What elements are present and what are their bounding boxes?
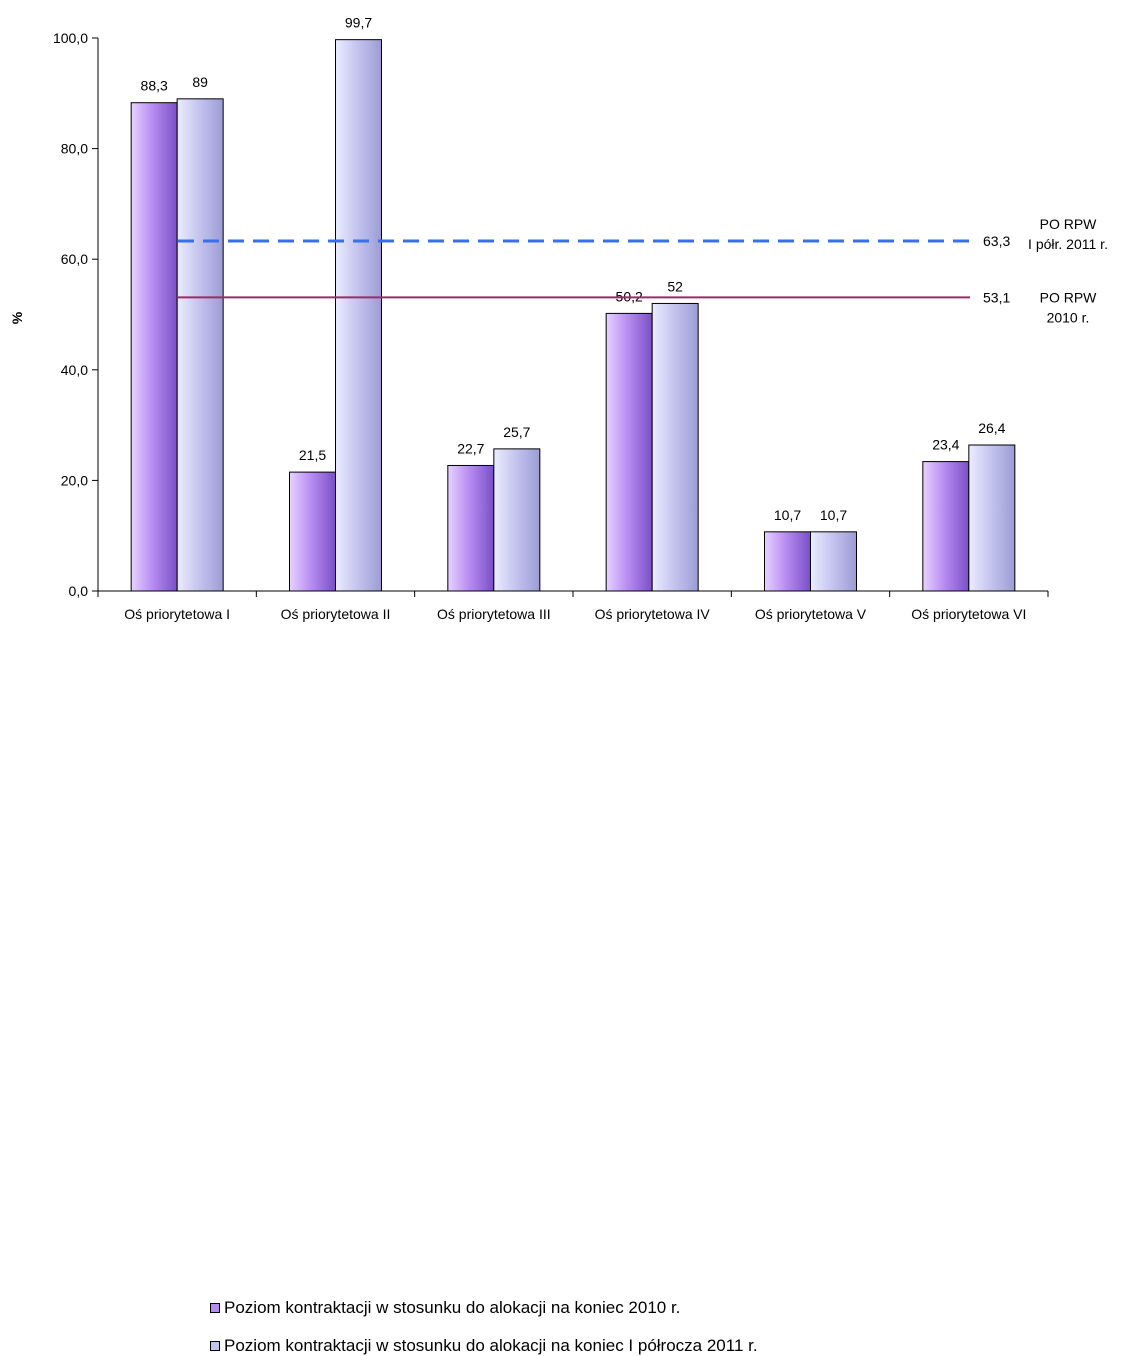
bar-2010 <box>289 471 336 592</box>
bar-2011 <box>968 444 1016 592</box>
reference-line-value: 63,3 <box>983 233 1010 249</box>
y-tick-label: 0,0 <box>69 583 89 599</box>
bar-chart: 0,0 20,0 40,0 60,0 80,0 100,0% Oś priorytetowa… <box>9 15 1108 622</box>
data-label: 88,3 <box>141 78 168 94</box>
data-label: 25,7 <box>503 424 530 440</box>
data-label: 21,5 <box>299 447 326 463</box>
data-label: 99,7 <box>345 15 372 31</box>
y-tick-label: 100,0 <box>53 30 88 46</box>
y-tick-label: 80,0 <box>61 141 88 157</box>
bar-2010 <box>447 464 495 592</box>
reference-line-caption: 2010 r. <box>1047 309 1090 325</box>
legend-label-2010: Poziom kontraktacji w stosunku do alokac… <box>224 1298 681 1317</box>
legend-item-2010: Poziom kontraktacji w stosunku do alokac… <box>210 1298 680 1318</box>
data-label: 23,4 <box>932 437 959 453</box>
data-label: 10,7 <box>820 507 847 523</box>
y-tick-label: 40,0 <box>61 362 88 378</box>
reference-line-caption: PO RPW <box>1040 216 1098 232</box>
legend-swatch-2010 <box>210 1303 220 1313</box>
bar-2010 <box>922 461 970 592</box>
legend-label-2011: Poziom kontraktacji w stosunku do alokac… <box>224 1336 758 1355</box>
x-tick-label: Oś priorytetowa IV <box>595 606 711 622</box>
y-tick-label: 60,0 <box>61 251 88 267</box>
bar-2010 <box>605 312 653 592</box>
chart-root: 0,0 20,0 40,0 60,0 80,0 100,0% Oś priorytetowa… <box>9 15 1108 1355</box>
x-tick-label: Oś priorytetowa II <box>281 606 391 622</box>
data-label: 10,7 <box>774 507 801 523</box>
reference-line-caption: PO RPW <box>1040 289 1098 305</box>
y-tick-label: 20,0 <box>61 472 88 488</box>
bar-2011 <box>651 302 699 592</box>
x-tick-label: Oś priorytetowa VI <box>911 606 1026 622</box>
y-axis-label: % <box>9 311 25 324</box>
legend-swatch-2011 <box>210 1341 220 1351</box>
bar-2010 <box>764 531 811 592</box>
bar-2010 <box>130 102 178 592</box>
reference-line-caption: I półr. 2011 r. <box>1028 236 1108 252</box>
bar-2011 <box>335 39 382 592</box>
x-tick-label: Oś priorytetowa I <box>124 606 230 622</box>
bar-2011 <box>176 98 224 592</box>
data-label: 26,4 <box>978 420 1005 436</box>
x-tick-label: Oś priorytetowa III <box>437 606 551 622</box>
data-label: 89 <box>192 74 208 90</box>
data-label: 52 <box>667 278 683 294</box>
legend-item-2011: Poziom kontraktacji w stosunku do alokac… <box>210 1336 758 1356</box>
bar-2011 <box>810 531 857 592</box>
reference-line-value: 53,1 <box>983 289 1010 305</box>
data-label: 22,7 <box>457 440 484 456</box>
x-tick-label: Oś priorytetowa V <box>755 606 867 622</box>
bar-2011 <box>493 448 541 592</box>
